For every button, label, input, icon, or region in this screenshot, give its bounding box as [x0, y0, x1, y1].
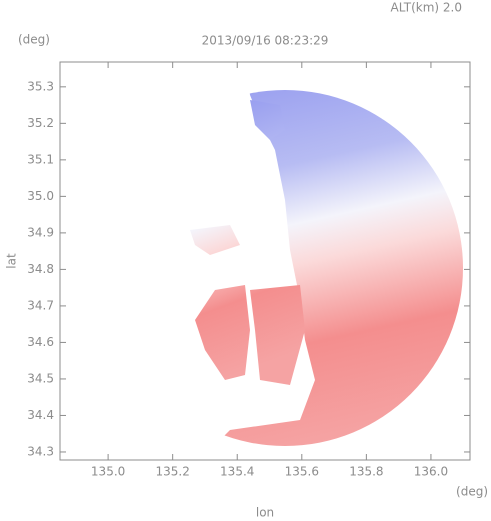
- y-tick-label: 34.6: [27, 335, 54, 349]
- y-tick-label: 34.9: [27, 225, 54, 239]
- subtitle: ALT(km) 2.0: [391, 1, 462, 15]
- y-tick-label: 34.7: [27, 298, 54, 312]
- y-unit: (deg): [18, 33, 50, 47]
- y-tick-label: 34.8: [27, 262, 54, 276]
- x-tick-label: 135.0: [91, 465, 125, 479]
- x-tick-label: 136.0: [414, 465, 448, 479]
- chart-title: 2013/09/16 08:23:29: [202, 34, 329, 48]
- x-tick-label: 135.6: [285, 465, 319, 479]
- y-axis-label: lat: [5, 253, 19, 269]
- plot-frame: [59, 61, 471, 461]
- radar-field: [190, 90, 463, 446]
- y-tick-label: 35.3: [27, 79, 54, 93]
- y-tick-label: 35.1: [27, 152, 54, 166]
- x-unit: (deg): [456, 485, 488, 499]
- x-tick-label: 135.4: [220, 465, 254, 479]
- x-tick-label: 135.8: [349, 465, 383, 479]
- y-tick-label: 34.3: [27, 444, 54, 458]
- x-axis-label: lon: [256, 506, 274, 520]
- y-tick-label: 35.2: [27, 116, 54, 130]
- x-tick-label: 135.2: [155, 465, 189, 479]
- y-tick-label: 34.4: [27, 408, 54, 422]
- y-tick-label: 34.5: [27, 371, 54, 385]
- y-tick-label: 35.0: [27, 189, 54, 203]
